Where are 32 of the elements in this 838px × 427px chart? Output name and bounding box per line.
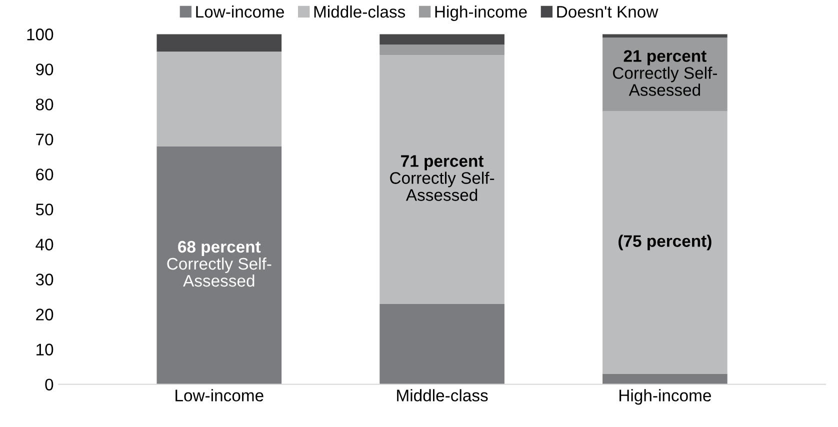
bar <box>380 34 504 45</box>
y-tick-label: 100 <box>27 28 54 40</box>
legend-label: Middle-class <box>314 5 406 18</box>
y-tick-label: 60 <box>36 168 54 180</box>
legend-label: Low-income <box>196 5 284 18</box>
y-tick-label: 80 <box>36 98 54 110</box>
bar <box>156 146 282 384</box>
y-tick-label: 70 <box>36 134 54 146</box>
bar <box>380 304 504 384</box>
legend-label: Doesn't Know <box>557 6 658 18</box>
y-tick-label: 30 <box>36 274 54 286</box>
y-tick-label: 90 <box>36 64 54 76</box>
bar <box>156 52 282 146</box>
data-label: (75 percent) <box>618 234 712 250</box>
y-tick-label: 20 <box>36 308 54 320</box>
bar <box>380 44 504 56</box>
bar <box>602 111 728 374</box>
x-tick-label: High-income <box>620 389 711 405</box>
data-label: 71 percent Correctly Self- Assessed <box>390 155 494 201</box>
y-tick-label: 40 <box>36 238 54 250</box>
legend-label: High-income <box>435 5 527 22</box>
bar <box>602 374 728 384</box>
y-tick-label: 10 <box>36 344 54 356</box>
data-label: 68 percent Correctly Self- Assessed <box>167 240 272 287</box>
bar <box>156 34 282 52</box>
y-tick-label: 50 <box>36 204 54 216</box>
data-label: 21 percent Correctly Self- Assessed <box>613 50 717 96</box>
x-tick-label: Middle-class <box>397 389 488 402</box>
y-tick-label: 0 <box>45 378 54 391</box>
bar <box>602 38 728 112</box>
x-tick-label: Low-income <box>176 389 264 402</box>
bar <box>380 55 504 304</box>
